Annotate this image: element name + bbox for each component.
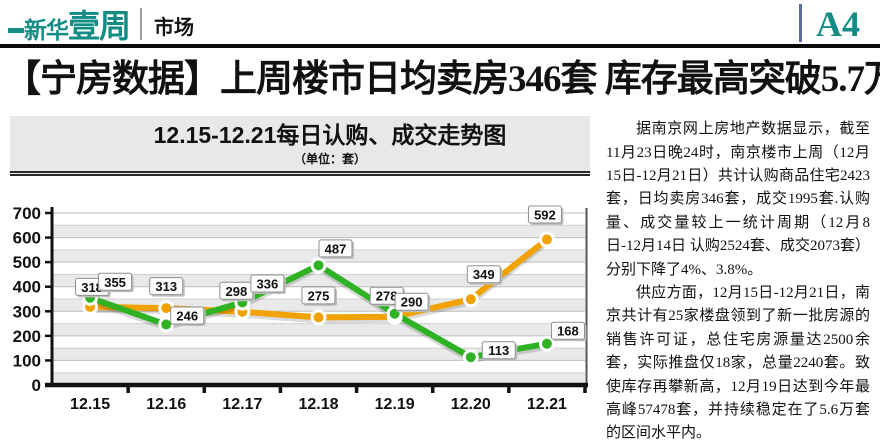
data-label: 355: [104, 274, 126, 289]
plot-stripe: [52, 249, 585, 262]
trend-chart: 0 100 200 300 400 500 600 700 12.15 12.16 12.17 12.…: [10, 180, 590, 420]
data-label-box: [527, 205, 562, 224]
top-rule: [0, 44, 880, 48]
data-label-box: [466, 264, 501, 283]
data-label: 592: [534, 207, 556, 222]
logo-dash-icon: [8, 28, 24, 33]
article-paragraph: 供应方面，12月15日-12月21日，南京共计有25家楼盘领到了新一批房源的销售…: [606, 284, 870, 440]
article-headline: 【宁房数据】上周楼市日均卖房346套 库存最高突破5.7万: [4, 59, 880, 100]
deal-marker: [538, 335, 555, 352]
y-tick-label: 500: [13, 253, 41, 272]
chart-title: 12.15-12.21每日认购、成交走势图: [153, 122, 507, 149]
main-content: 12.15-12.21每日认购、成交走势图 （单位：套） 0 100 200 300 4…: [10, 116, 870, 440]
chart-title-band: 12.15-12.21每日认购、成交走势图 （单位：套）: [10, 116, 590, 176]
data-label-box: [149, 276, 184, 295]
header-divider: [140, 8, 143, 40]
y-tick-label: 700: [13, 204, 41, 223]
page-header: 新华 壹周 市场 A4: [0, 0, 880, 44]
y-tick-label: 300: [13, 302, 41, 321]
data-label-box: [318, 238, 353, 257]
y-tick-label: 0: [32, 376, 41, 395]
data-label: 487: [325, 241, 347, 256]
logo-text-prefix: 新华: [24, 17, 69, 43]
data-label: 275: [308, 288, 330, 303]
data-label: 318: [81, 279, 103, 294]
x-tick-label: 12.19: [375, 396, 415, 413]
plot-stripe: [52, 323, 585, 336]
x-tick-label: 12.15: [70, 396, 110, 413]
x-tick-label: 12.20: [451, 396, 491, 413]
trend-chart-svg: 0 100 200 300 400 500 600 700 12.15 12.16 12.17 12.…: [13, 204, 588, 413]
masthead-logo: 新华 壹周: [8, 8, 131, 44]
data-label-box: [98, 272, 133, 291]
y-tick-label: 200: [13, 326, 41, 345]
logo-text-main: 壹周: [68, 8, 131, 44]
data-label: 278: [376, 288, 398, 303]
plot-stripe: [52, 347, 585, 360]
y-tick-label: 600: [13, 228, 41, 247]
subscription-marker: [538, 231, 555, 248]
x-tick-label: 12.21: [527, 396, 567, 413]
data-label: 246: [176, 308, 198, 323]
data-label-box: [170, 306, 205, 325]
y-tick-label: 400: [13, 277, 41, 296]
plot-stripe: [52, 224, 585, 238]
article-paragraph: 据南京网上房地产数据显示，截至11月23日晚24时，南京楼市上周（12月15日-…: [606, 121, 870, 278]
deal-marker: [462, 348, 479, 365]
data-label: 113: [488, 343, 509, 358]
data-label-box: [481, 340, 516, 359]
data-label-box: [301, 285, 336, 304]
y-tick-label: 100: [13, 351, 41, 370]
deal-marker: [310, 256, 327, 273]
data-label: 313: [155, 279, 177, 294]
chart-subtitle: （单位：套）: [293, 151, 366, 166]
page-number: A4: [816, 4, 860, 44]
data-label: 168: [557, 323, 579, 338]
page-number-divider: [799, 4, 802, 42]
x-tick-label: 12.18: [298, 396, 338, 413]
data-label: 336: [257, 276, 279, 291]
x-tick-label: 12.16: [146, 396, 186, 413]
x-tick-label: 12.17: [222, 396, 262, 413]
data-label-box: [250, 273, 285, 292]
chart-panel: 12.15-12.21每日认购、成交走势图 （单位：套） 0 100 200 300 4…: [10, 116, 590, 440]
subscription-marker: [462, 290, 479, 307]
plot-stripe: [52, 372, 585, 385]
data-label-box: [550, 321, 585, 340]
data-label: 290: [401, 294, 423, 309]
subscription-marker: [310, 308, 327, 325]
data-label: 298: [226, 283, 248, 298]
section-label: 市场: [154, 17, 195, 39]
article-column: 据南京网上房地产数据显示，截至11月23日晚24时，南京楼市上周（12月15日-…: [606, 116, 870, 440]
data-label-box: [394, 292, 429, 311]
plot-stripe: [52, 273, 585, 287]
data-label: 349: [473, 267, 495, 282]
